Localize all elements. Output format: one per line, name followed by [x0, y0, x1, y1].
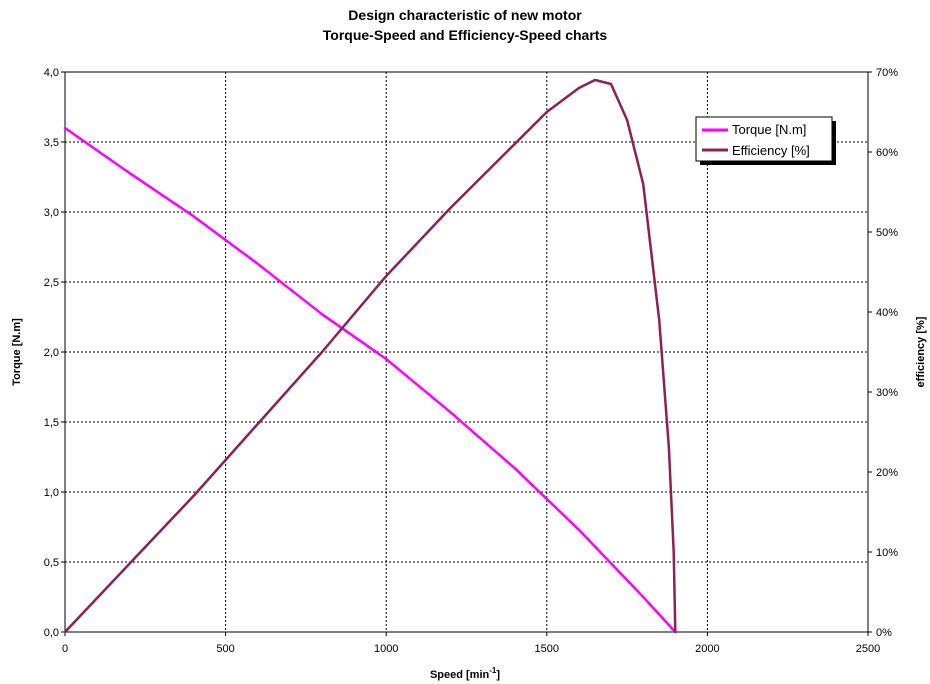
y-right-tick-label: 50% [876, 227, 898, 239]
y-left-tick-label: 3,5 [44, 137, 59, 149]
legend-box [695, 116, 833, 162]
grid-lines [65, 72, 868, 632]
x-tick-label: 1500 [535, 643, 559, 655]
legend-label-torque: Torque [N.m] [732, 122, 806, 137]
y-right-tick-label: 20% [876, 467, 898, 479]
y-left-tick-label: 4,0 [44, 67, 59, 79]
x-axis-label-superscript: -1 [489, 666, 497, 675]
axis-ticks: 0 500 1000 1500 2000 2500 0,0 0,5 1,0 1,5 2,0 2,5 3,… [44, 67, 899, 655]
x-tick-label: 2500 [856, 643, 880, 655]
y-axis-right-label: efficiency [%] [915, 316, 927, 387]
y-right-tick-label: 40% [876, 307, 898, 319]
x-tick-label: 0 [62, 643, 68, 655]
efficiency-series-line [63, 78, 677, 634]
legend-label-efficiency: Efficiency [%] [732, 143, 810, 158]
y-left-tick-label: 0,5 [44, 557, 59, 569]
y-right-tick-label: 0% [876, 627, 892, 639]
y-left-tick-label: 0,0 [44, 627, 59, 639]
y-right-tick-label: 70% [876, 67, 898, 79]
torque-series-line [63, 126, 677, 634]
y-right-tick-label: 10% [876, 547, 898, 559]
x-axis-label: Speed [min-1] [430, 666, 500, 681]
y-right-tick-label: 30% [876, 387, 898, 399]
y-left-tick-label: 1,5 [44, 417, 59, 429]
y-right-tick-label: 60% [876, 147, 898, 159]
x-tick-label: 1000 [374, 643, 398, 655]
chart-title-line-1: Design characteristic of new motor [348, 7, 582, 23]
y-left-tick-label: 1,0 [44, 487, 59, 499]
y-left-tick-label: 3,0 [44, 207, 59, 219]
chart-title-line-2: Torque-Speed and Efficiency-Speed charts [323, 27, 608, 43]
series-lines [63, 78, 677, 634]
y-left-tick-label: 2,0 [44, 347, 59, 359]
y-left-tick-label: 2,5 [44, 277, 59, 289]
legend: Torque [N.m] Efficiency [%] [695, 116, 836, 165]
y-axis-left-label: Torque [N.m] [11, 318, 23, 386]
x-tick-label: 500 [216, 643, 234, 655]
x-tick-label: 2000 [695, 643, 719, 655]
